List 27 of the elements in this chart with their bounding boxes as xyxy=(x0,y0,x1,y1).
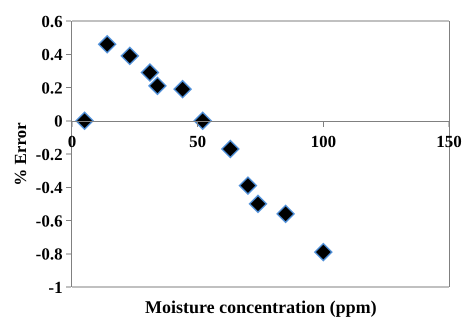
point xyxy=(221,140,240,158)
point xyxy=(276,204,295,224)
x-tick-label: 50 xyxy=(189,132,206,152)
x-axis-title: Moisture concentration (ppm) xyxy=(145,297,377,317)
y-tick-label: 0.2 xyxy=(41,78,63,98)
y-tick-label: 0.6 xyxy=(41,12,63,31)
y-tick-label: -1 xyxy=(48,278,63,297)
point xyxy=(75,112,94,130)
x-tick-label: 100 xyxy=(310,132,336,152)
y-tick-label: -0.8 xyxy=(36,244,63,264)
point xyxy=(193,112,212,130)
point xyxy=(120,46,140,66)
point xyxy=(314,242,333,262)
point xyxy=(98,35,116,54)
y-tick-label: -0.6 xyxy=(36,211,63,230)
point xyxy=(140,63,160,82)
x-tick-label: 150 xyxy=(436,132,462,152)
point xyxy=(238,176,258,195)
point xyxy=(148,76,167,96)
y-tick-label: -0.4 xyxy=(36,178,64,198)
y-axis-title: % Error xyxy=(11,122,30,186)
y-tick-label: 0.4 xyxy=(41,45,64,64)
y-tick-label: -0.2 xyxy=(36,144,63,164)
point xyxy=(248,194,268,214)
x-tick-label: 0 xyxy=(68,132,76,152)
y-tick-label: 0 xyxy=(54,112,63,131)
point xyxy=(173,80,192,98)
